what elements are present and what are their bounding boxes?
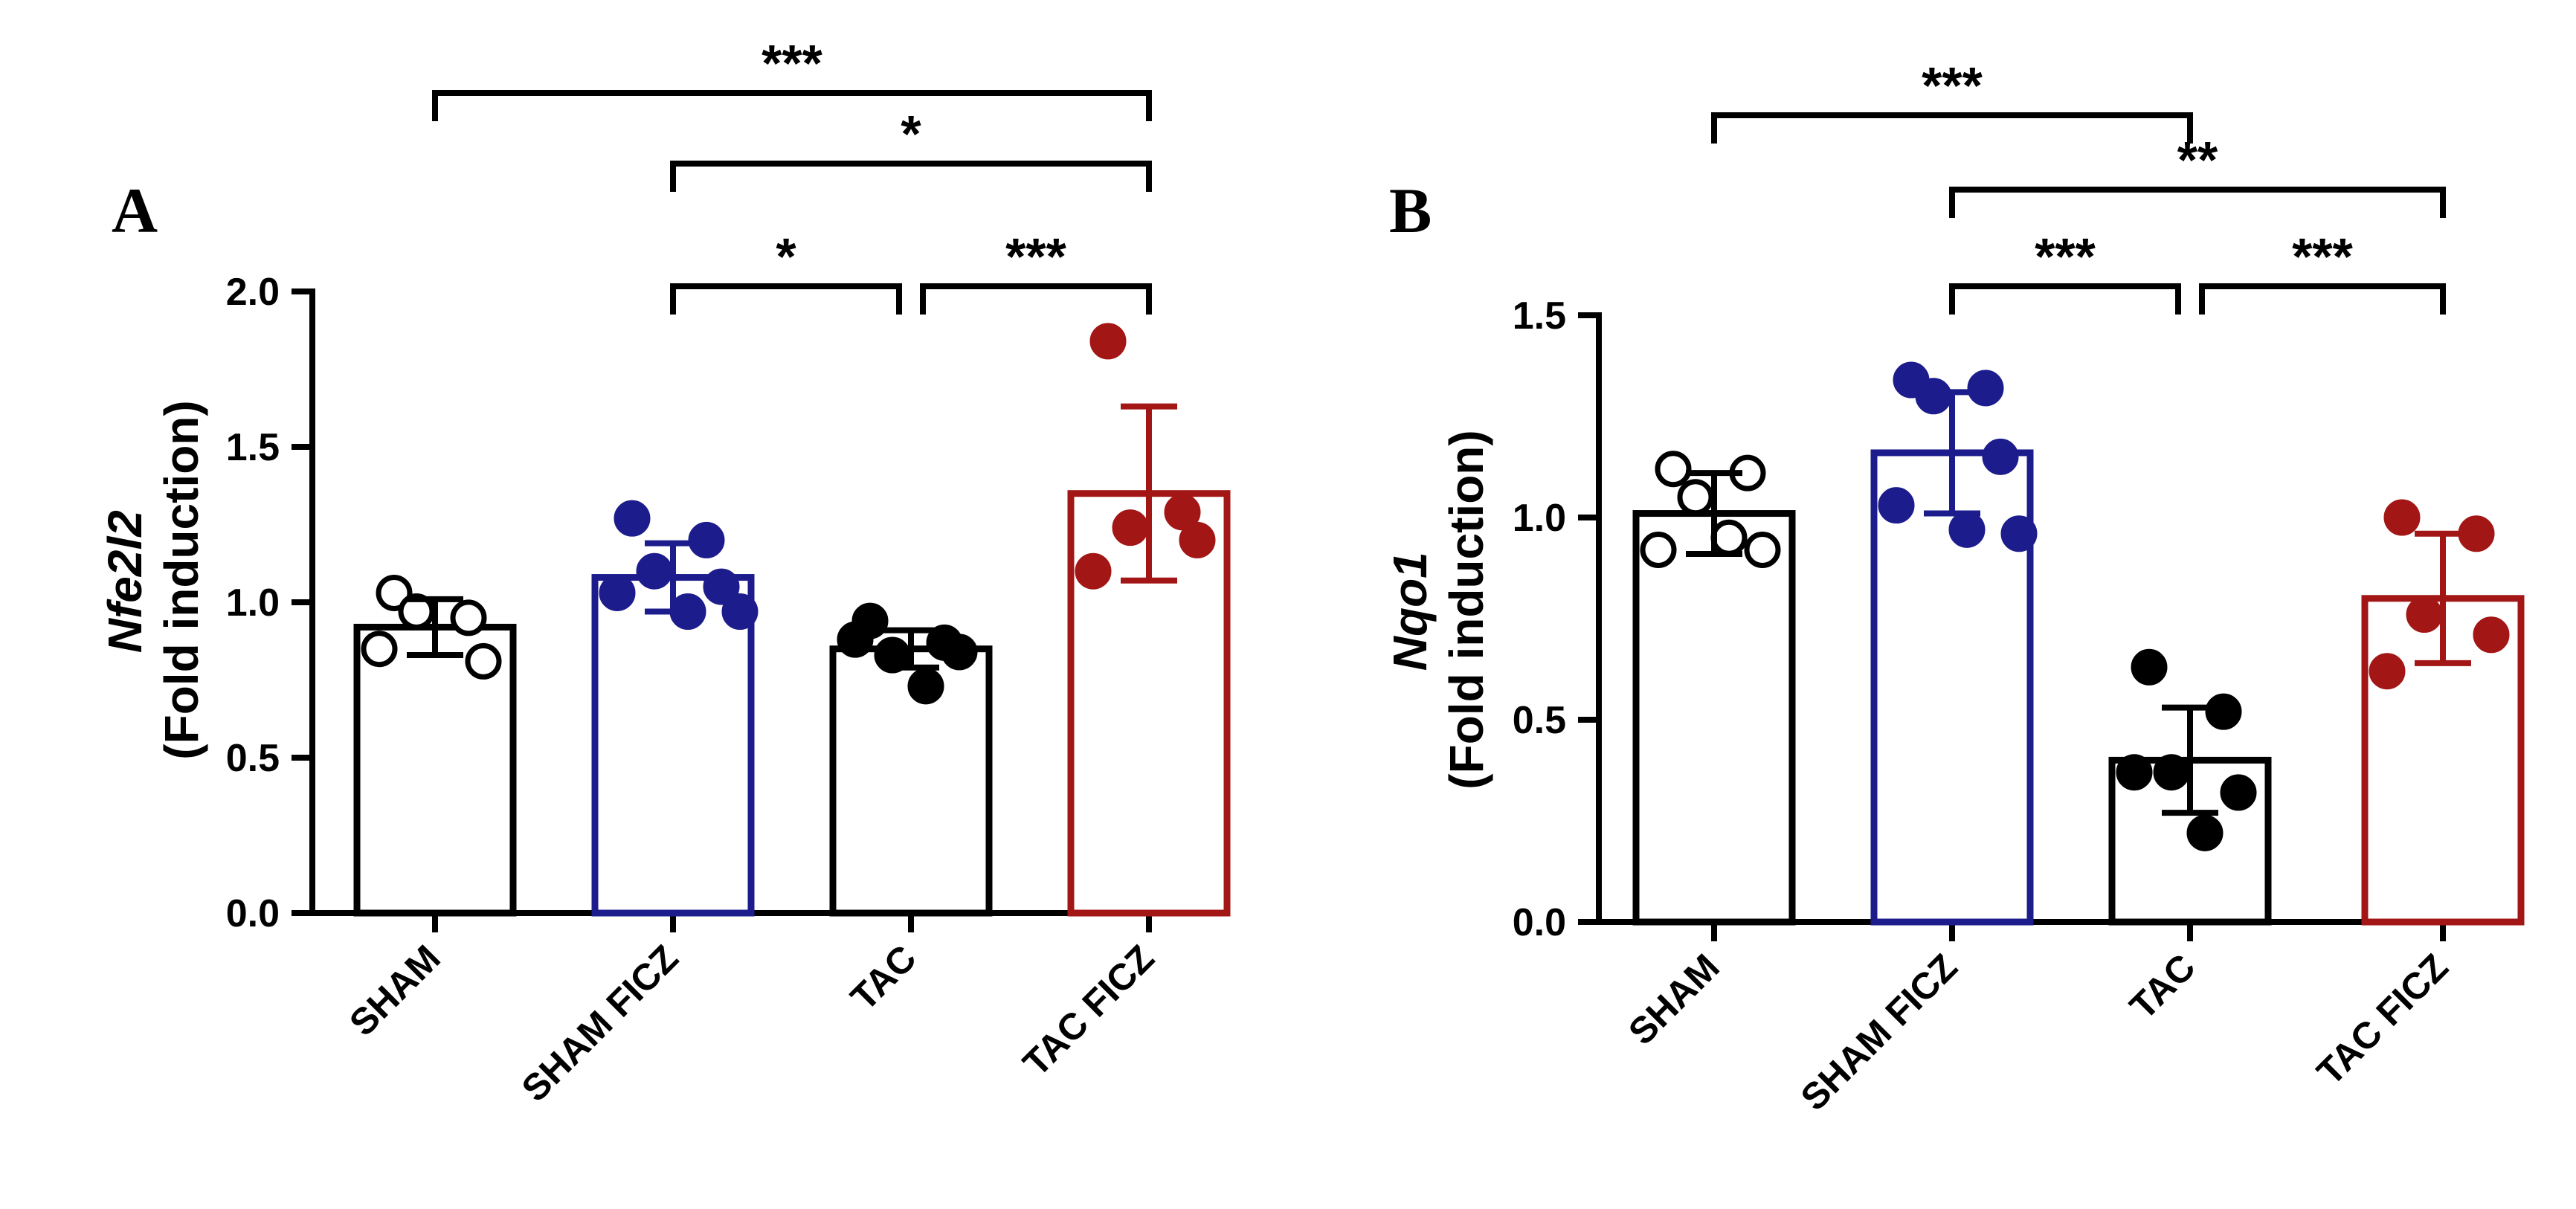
data-point [2205,693,2242,730]
y-axis-unit-a: (Fold induction) [155,400,208,759]
data-point [1655,451,1692,488]
data-point [721,593,759,631]
data-point [1112,509,1149,547]
significance-label: *** [1922,57,1983,115]
data-point [2473,616,2510,654]
y-axis-gene-b: Nqo1 [1383,552,1437,671]
panel-letter-b: B [1389,175,1432,246]
bars-a [353,490,1231,917]
data-point [2220,774,2257,811]
errors-b [1686,389,2471,816]
data-point [2116,754,2153,791]
data-point [907,668,944,705]
significance-label: *** [761,34,822,92]
x-category-label: TAC [2122,946,2203,1028]
data-point [703,568,740,605]
y-tick-label: 0.0 [226,892,280,935]
y-axis-label-b: Nqo1 (Fold induction) [1383,430,1493,789]
y-axis-unit-b: (Fold induction) [1440,430,1493,789]
bar-sham-ficz [591,574,755,917]
data-point [1640,532,1677,569]
y-tick-label: 0.5 [1513,699,1566,742]
x-category-label: SHAM FICZ [514,937,686,1109]
data-point [1179,521,1216,558]
significance-label: *** [1005,228,1066,286]
significance-label: *** [2035,228,2096,286]
y-tick-label: 1.5 [1513,294,1566,338]
x-category-label: SHAM FICZ [1793,946,1965,1118]
significance-bracket [432,90,1152,121]
data-point [1164,494,1201,531]
data-point [2383,499,2421,536]
y-axis-label-a: Nfe2l2 (Fold induction) [98,400,208,759]
significance-bracket [2199,283,2446,315]
data-point [837,621,874,658]
y-tick-label: 2.0 [226,271,280,314]
significance-label: * [901,105,921,163]
significance-label: * [776,228,796,286]
data-point [2406,596,2443,633]
data-point [1982,438,2019,475]
data-point [465,642,502,680]
x-category-label: TAC FICZ [2309,946,2456,1093]
y-tick-label: 0.5 [226,737,280,780]
data-point [1089,323,1127,360]
data-point [2186,814,2224,851]
data-point [2131,648,2168,686]
x-category-label: SHAM [1620,946,1727,1053]
data-point [361,631,398,668]
data-point [1967,370,2004,407]
data-point [1878,487,1915,524]
data-point [1677,479,1714,516]
panel-a: A Nfe2l2 (Fold induction) ***** *** 0.00.… [98,34,1231,1109]
data-point [599,574,636,611]
data-point [688,521,725,558]
points-b [1640,361,2510,851]
data-point [1948,511,1986,548]
data-point [1744,532,1781,569]
data-point [1710,519,1748,556]
data-point [450,599,487,636]
data-point [636,552,673,590]
data-point [2153,754,2190,791]
significance-bracket [1949,283,2181,315]
data-point [2000,515,2038,552]
significance-bracket [920,283,1152,315]
significance-b: ******** *** [1711,57,2446,315]
data-point [941,633,978,671]
bar-sham [1632,510,1796,926]
x-category-label: SHAM [341,937,448,1044]
significance-a: ***** *** [432,34,1152,315]
y-tick-label: 1.0 [1513,497,1566,540]
significance-label: ** [2177,131,2218,189]
data-point [1915,378,1952,415]
y-tick-label: 1.0 [226,581,280,625]
data-point [2369,653,2406,690]
x-category-label: TAC FICZ [1015,937,1162,1084]
y-tick-label: 0.0 [1513,901,1566,944]
data-point [614,500,651,537]
panel-letter-a: A [112,175,158,246]
y-tick-label: 1.5 [226,426,280,469]
significance-bracket [670,283,902,315]
y-axis-gene-a: Nfe2l2 [98,510,152,653]
errors-a [407,403,1177,671]
significance-bracket [1949,187,2446,218]
significance-bracket [670,161,1152,192]
data-point [1075,552,1112,590]
significance-label: *** [2292,228,2353,286]
panel-b: B Nqo1 (Fold induction) ******** *** 0.00… [1383,57,2525,1118]
significance-bracket [1711,112,2193,144]
x-category-label: TAC [843,937,924,1019]
